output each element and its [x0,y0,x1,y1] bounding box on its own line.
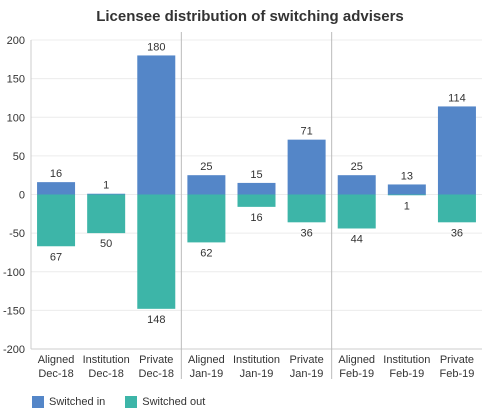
data-label-switched-out: 44 [351,233,363,245]
x-tick-label: Private [440,354,474,366]
legend-swatch-switched-out [125,396,138,408]
x-tick-label: Institution [83,354,130,366]
bar-switched-in [187,175,226,195]
bar-switched-in [387,184,426,195]
bar-switched-in [287,139,326,195]
data-label-switched-out: 62 [200,247,212,259]
data-label-switched-in: 114 [448,92,466,104]
data-label-switched-in: 25 [351,161,363,173]
y-tick-label: 150 [7,74,25,86]
bar-switched-out [137,194,176,309]
bar-switched-out [287,194,326,223]
x-tick-label-period: Feb-19 [339,368,374,380]
x-tick-label: Institution [383,354,430,366]
data-label-switched-out: 36 [300,227,312,239]
bar-switched-in [137,55,176,195]
y-tick-label: -100 [3,267,25,279]
chart-title: Licensee distribution of switching advis… [96,8,404,25]
data-label-switched-in: 25 [200,161,212,173]
bar-switched-out [237,194,276,207]
data-label-switched-in: 13 [401,170,413,182]
data-label-switched-in: 15 [250,169,262,181]
legend-label-switched-out: Switched out [142,396,206,408]
data-label-switched-in: 1 [103,180,109,192]
x-tick-label-period: Jan-19 [290,368,324,380]
bar-switched-out [387,194,426,196]
data-label-switched-in: 180 [147,41,165,53]
bar-switched-in [37,182,76,195]
x-tick-label-period: Feb-19 [389,368,424,380]
x-tick-label-period: Dec-18 [38,368,73,380]
y-tick-label: -200 [3,344,25,356]
y-tick-label: 200 [7,35,25,47]
legend-item-switched-out: Switched out [125,396,205,408]
legend: Switched in Switched out [32,396,205,408]
legend-item-switched-in: Switched in [32,396,105,408]
x-tick-label: Institution [233,354,280,366]
y-tick-label: 50 [13,151,25,163]
bar-switched-out [87,194,126,234]
y-tick-label: 100 [7,112,25,124]
x-tick-label: Aligned [338,354,375,366]
bar-switched-in [337,175,376,195]
x-tick-label: Aligned [38,354,75,366]
data-label-switched-out: 50 [100,238,112,250]
y-tick-label: -50 [9,228,25,240]
data-label-switched-out: 148 [147,314,165,326]
bar-switched-out [187,194,226,243]
y-tick-label: 0 [19,190,25,202]
x-tick-label: Aligned [188,354,225,366]
x-tick-label: Private [289,354,323,366]
bar-switched-out [437,194,476,223]
x-tick-label-period: Jan-19 [240,368,274,380]
y-tick-label: -150 [3,305,25,317]
bar-switched-in [437,106,476,195]
x-tick-label-period: Jan-19 [190,368,224,380]
x-tick-label-period: Dec-18 [88,368,123,380]
x-tick-label: Private [139,354,173,366]
data-label-switched-out: 1 [404,200,410,212]
data-label-switched-out: 16 [250,212,262,224]
bar-switched-in [87,193,126,195]
data-label-switched-out: 67 [50,251,62,263]
legend-swatch-switched-in [32,396,44,408]
data-label-switched-in: 16 [50,168,62,180]
bar-switched-out [37,194,76,247]
legend-label-switched-in: Switched in [49,396,106,408]
x-tick-label-period: Feb-19 [440,368,475,380]
x-tick-label-period: Dec-18 [139,368,174,380]
data-label-switched-out: 36 [451,227,463,239]
data-label-switched-in: 71 [300,126,312,138]
bar-switched-out [337,194,376,229]
bar-switched-in [237,182,276,195]
